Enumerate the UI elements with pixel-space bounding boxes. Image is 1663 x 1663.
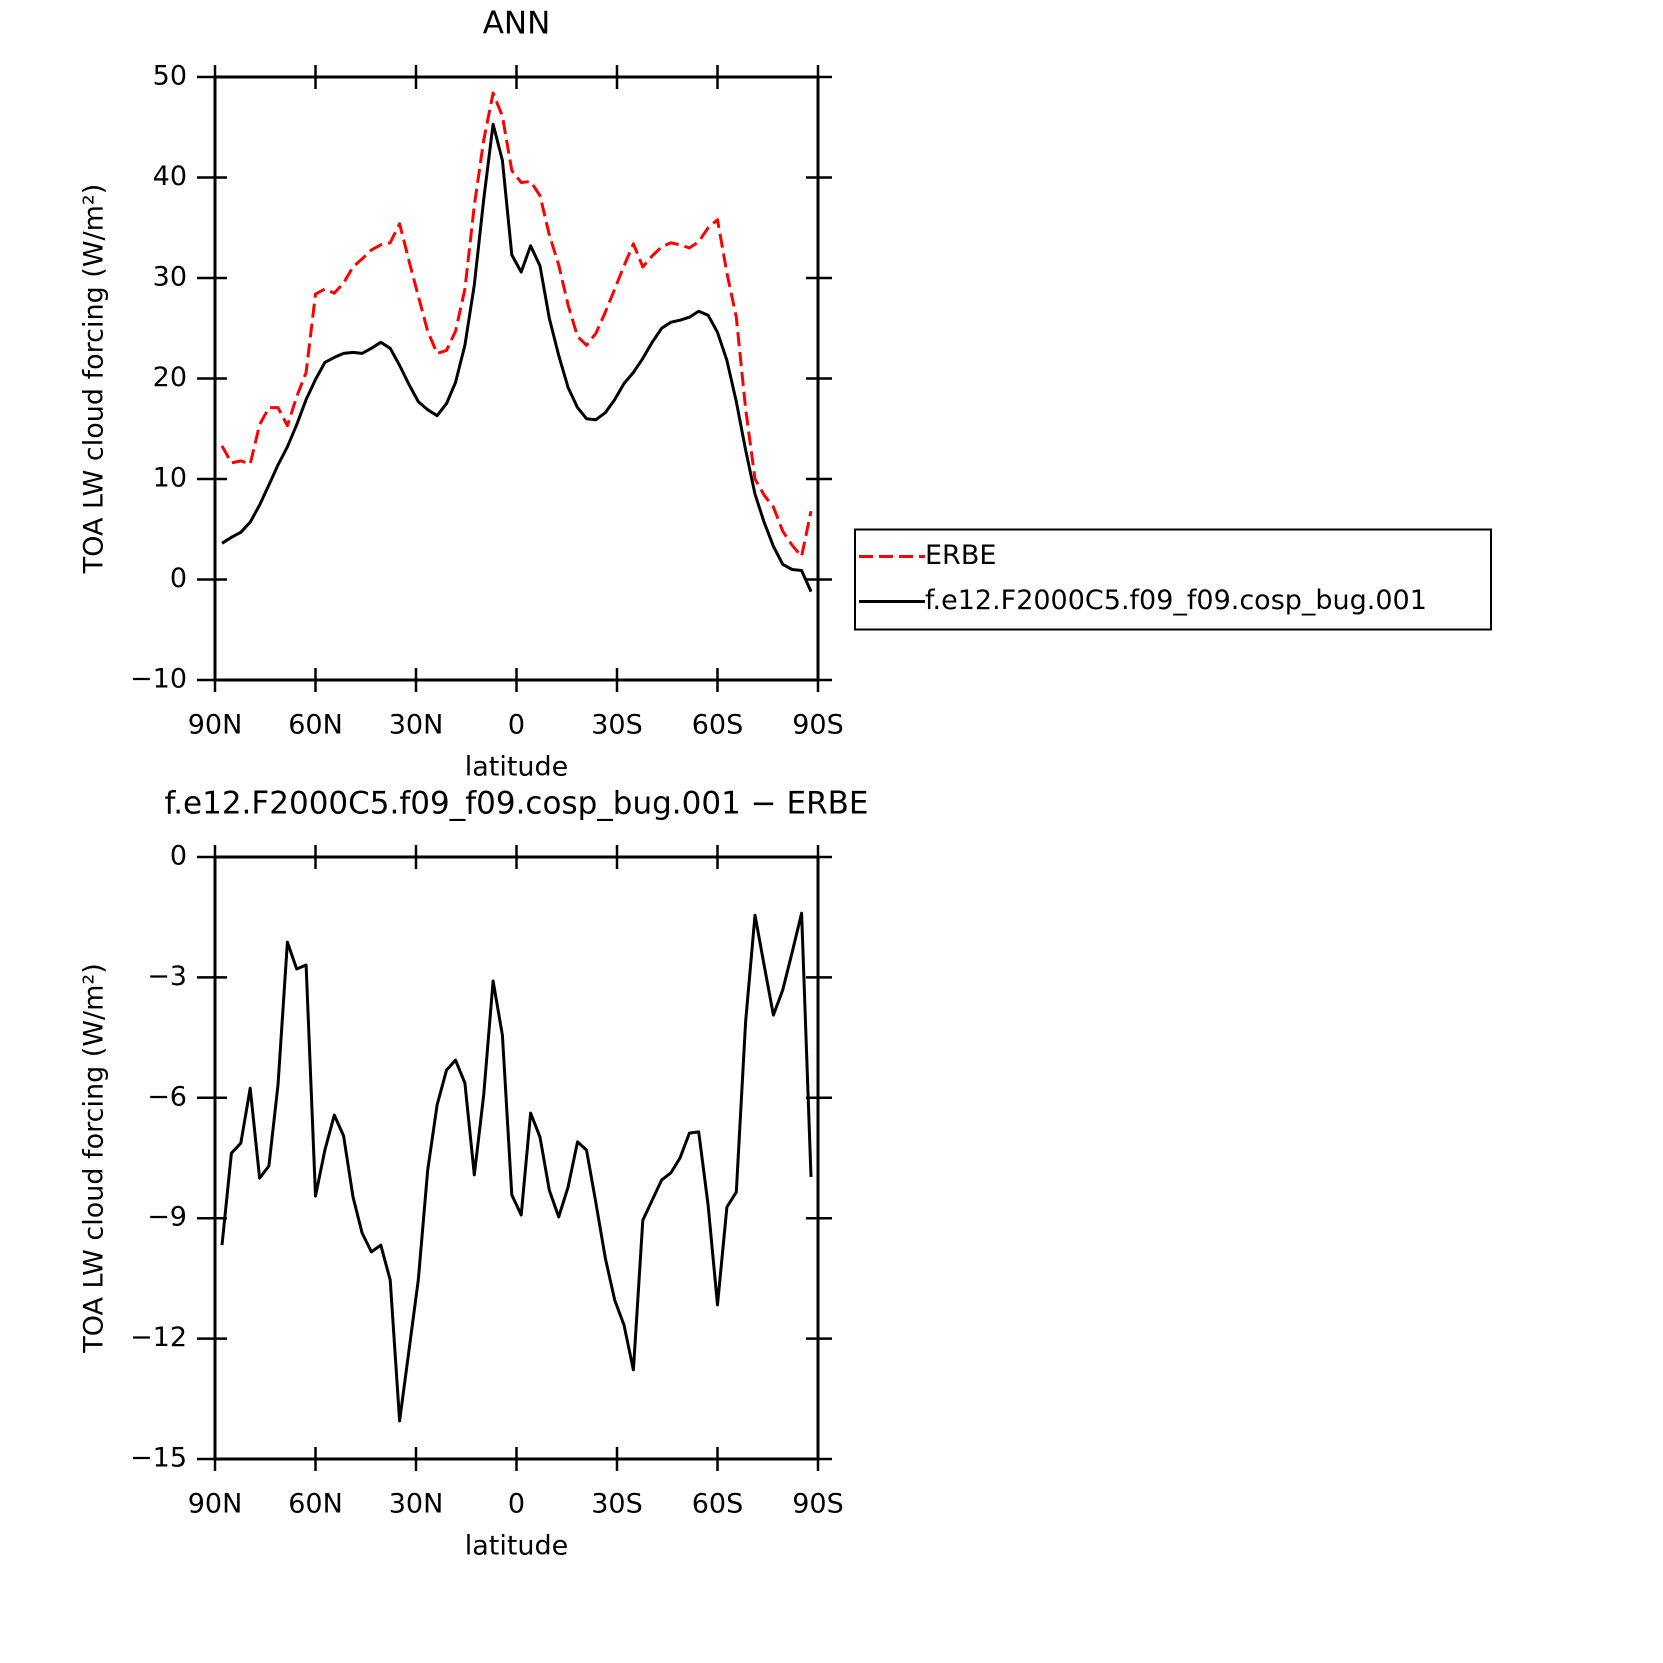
x-tick-label: 60S — [692, 710, 744, 741]
x-tick-label: 90S — [792, 710, 844, 741]
y-tick-label: −15 — [130, 1443, 187, 1474]
y-axis-label: TOA LW cloud forcing (W/m²) — [79, 184, 110, 575]
y-tick-label: −6 — [147, 1081, 187, 1112]
x-tick-label: 60N — [288, 710, 343, 741]
y-tick-label: 20 — [153, 362, 187, 393]
data-line — [220, 91, 813, 558]
data-line — [221, 122, 813, 593]
y-tick-label: 30 — [153, 262, 187, 293]
y-tick-label: −9 — [147, 1202, 187, 1233]
y-tick-label: 10 — [153, 463, 187, 494]
x-tick-label: 30N — [389, 710, 444, 741]
x-tick-label: 90S — [792, 1489, 844, 1520]
y-tick-label: −12 — [130, 1322, 187, 1353]
y-tick-label: 40 — [153, 161, 187, 192]
x-tick-label: 60S — [692, 1489, 744, 1520]
x-axis-label: latitude — [465, 1531, 569, 1562]
plot-frame — [213, 75, 820, 682]
legend-box — [854, 528, 1492, 631]
x-tick-label: 30S — [591, 1489, 643, 1520]
y-tick-label: 50 — [153, 61, 187, 92]
y-tick-label: −3 — [147, 961, 187, 992]
x-tick-label: 90N — [188, 710, 243, 741]
chart-title: f.e12.F2000C5.f09_f09.cosp_bug.001 − ERB… — [165, 786, 869, 822]
plot-frame — [213, 855, 820, 1461]
y-tick-label: 0 — [170, 563, 187, 594]
x-tick-label: 90N — [188, 1489, 243, 1520]
legend-label: f.e12.F2000C5.f09_f09.cosp_bug.001 — [925, 585, 1427, 616]
x-axis-label: latitude — [465, 752, 569, 783]
x-tick-label: 0 — [508, 1489, 525, 1520]
legend-label: ERBE — [925, 540, 996, 571]
y-tick-label: 0 — [170, 841, 187, 872]
x-tick-label: 30S — [591, 710, 643, 741]
x-tick-label: 60N — [288, 1489, 343, 1520]
y-tick-label: −10 — [130, 664, 187, 695]
x-tick-label: 30N — [389, 1489, 444, 1520]
data-line — [220, 911, 813, 1423]
x-tick-label: 0 — [508, 710, 525, 741]
y-axis-label: TOA LW cloud forcing (W/m²) — [79, 963, 110, 1354]
chart-title: ANN — [483, 6, 551, 42]
